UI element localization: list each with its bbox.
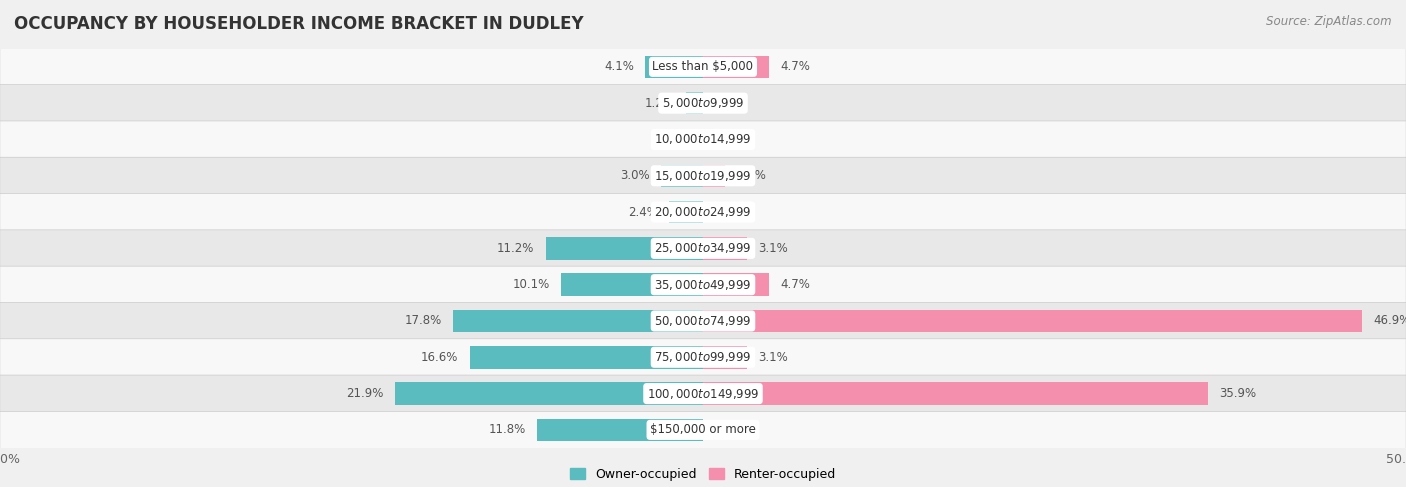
Text: 0.0%: 0.0% xyxy=(714,96,744,110)
Text: 10.1%: 10.1% xyxy=(513,278,550,291)
Bar xyxy=(686,92,703,114)
Bar xyxy=(537,419,703,441)
Text: 1.2%: 1.2% xyxy=(645,96,675,110)
Text: $35,000 to $49,999: $35,000 to $49,999 xyxy=(654,278,752,292)
FancyBboxPatch shape xyxy=(0,266,1406,303)
Bar xyxy=(703,346,747,369)
Text: $15,000 to $19,999: $15,000 to $19,999 xyxy=(654,169,752,183)
Text: $25,000 to $34,999: $25,000 to $34,999 xyxy=(654,242,752,255)
FancyBboxPatch shape xyxy=(0,157,1406,194)
Legend: Owner-occupied, Renter-occupied: Owner-occupied, Renter-occupied xyxy=(565,463,841,486)
Text: 4.7%: 4.7% xyxy=(780,60,810,74)
Text: 16.6%: 16.6% xyxy=(420,351,458,364)
Bar xyxy=(703,165,725,187)
FancyBboxPatch shape xyxy=(0,412,1406,449)
Bar xyxy=(453,310,703,332)
Bar xyxy=(703,237,747,260)
Text: 46.9%: 46.9% xyxy=(1374,315,1406,327)
FancyBboxPatch shape xyxy=(0,193,1406,230)
FancyBboxPatch shape xyxy=(0,85,1406,122)
Text: $10,000 to $14,999: $10,000 to $14,999 xyxy=(654,132,752,147)
Bar xyxy=(703,310,1362,332)
Text: $50,000 to $74,999: $50,000 to $74,999 xyxy=(654,314,752,328)
Text: OCCUPANCY BY HOUSEHOLDER INCOME BRACKET IN DUDLEY: OCCUPANCY BY HOUSEHOLDER INCOME BRACKET … xyxy=(14,15,583,33)
Text: 3.0%: 3.0% xyxy=(620,169,650,182)
FancyBboxPatch shape xyxy=(0,121,1406,158)
Text: 1.6%: 1.6% xyxy=(737,169,766,182)
Text: 2.4%: 2.4% xyxy=(628,206,658,219)
FancyBboxPatch shape xyxy=(0,230,1406,267)
Text: $20,000 to $24,999: $20,000 to $24,999 xyxy=(654,205,752,219)
Text: 17.8%: 17.8% xyxy=(405,315,441,327)
FancyBboxPatch shape xyxy=(0,302,1406,339)
Text: $75,000 to $99,999: $75,000 to $99,999 xyxy=(654,350,752,364)
Text: 0.0%: 0.0% xyxy=(662,133,692,146)
Bar xyxy=(703,273,769,296)
FancyBboxPatch shape xyxy=(0,375,1406,412)
Bar xyxy=(703,56,769,78)
Text: 3.1%: 3.1% xyxy=(758,351,787,364)
Text: 0.0%: 0.0% xyxy=(714,423,744,436)
Bar xyxy=(470,346,703,369)
FancyBboxPatch shape xyxy=(0,339,1406,376)
Bar xyxy=(546,237,703,260)
Text: 0.0%: 0.0% xyxy=(714,206,744,219)
Text: $100,000 to $149,999: $100,000 to $149,999 xyxy=(647,387,759,401)
Text: 11.8%: 11.8% xyxy=(489,423,526,436)
Bar xyxy=(703,382,1208,405)
Bar xyxy=(561,273,703,296)
Text: 21.9%: 21.9% xyxy=(346,387,384,400)
Text: 11.2%: 11.2% xyxy=(496,242,534,255)
Text: Less than $5,000: Less than $5,000 xyxy=(652,60,754,74)
Text: 4.7%: 4.7% xyxy=(780,278,810,291)
Text: Source: ZipAtlas.com: Source: ZipAtlas.com xyxy=(1267,15,1392,28)
Bar xyxy=(661,165,703,187)
Text: 35.9%: 35.9% xyxy=(1219,387,1256,400)
Text: 0.0%: 0.0% xyxy=(714,133,744,146)
Text: 3.1%: 3.1% xyxy=(758,242,787,255)
Text: 4.1%: 4.1% xyxy=(605,60,634,74)
Text: $150,000 or more: $150,000 or more xyxy=(650,423,756,436)
Text: $5,000 to $9,999: $5,000 to $9,999 xyxy=(662,96,744,110)
Bar xyxy=(645,56,703,78)
Text: 50.0%: 50.0% xyxy=(1386,453,1406,467)
Bar xyxy=(395,382,703,405)
Bar xyxy=(669,201,703,224)
FancyBboxPatch shape xyxy=(0,48,1406,85)
Text: 50.0%: 50.0% xyxy=(0,453,20,467)
